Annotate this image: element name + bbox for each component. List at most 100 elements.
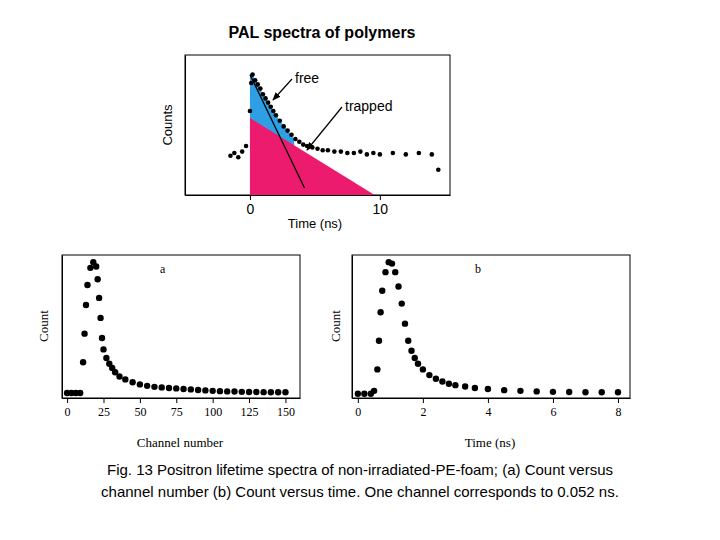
data-point xyxy=(289,133,294,138)
x-axis-title: Time (ns) xyxy=(288,216,342,231)
figure: 010PAL spectra of polymersTime (ns)Count… xyxy=(0,0,720,540)
tick: 50 xyxy=(134,398,146,419)
data-point xyxy=(408,348,414,354)
area xyxy=(250,118,375,195)
data-point xyxy=(151,384,157,390)
data-point xyxy=(446,381,452,387)
data-point xyxy=(231,388,237,394)
data-point xyxy=(249,81,254,86)
tick-label: 10 xyxy=(373,201,389,217)
data-point xyxy=(137,381,143,387)
data-point xyxy=(377,309,383,315)
plot-area xyxy=(64,259,289,396)
x-axis: 0 10 xyxy=(186,195,451,217)
data-point xyxy=(599,389,605,395)
tick: 0 xyxy=(247,195,255,217)
data-point xyxy=(430,152,435,157)
tick-mark xyxy=(176,398,177,403)
x-axis: 0 2 4 6 8 xyxy=(353,398,631,419)
data-point xyxy=(224,388,230,394)
data-point xyxy=(166,385,172,391)
tick-label: 50 xyxy=(134,405,146,419)
data-point xyxy=(352,151,357,156)
plot-frame xyxy=(352,255,630,398)
data-point xyxy=(129,379,135,385)
chart-panel: 02468Time (ns)Countb xyxy=(328,255,631,450)
data-point xyxy=(582,389,588,395)
data-point xyxy=(261,92,266,97)
tick-mark xyxy=(140,398,141,403)
data-point xyxy=(433,375,439,381)
data-point xyxy=(402,320,408,326)
data-point xyxy=(122,376,128,382)
data-point xyxy=(271,109,276,114)
y-axis xyxy=(62,256,63,399)
tick-mark xyxy=(285,398,286,403)
annotation-arrow xyxy=(307,107,342,150)
data-point xyxy=(365,152,370,157)
tick: 4 xyxy=(485,398,491,419)
y-axis xyxy=(352,256,353,399)
data-point xyxy=(248,109,253,114)
tick-mark xyxy=(250,195,251,200)
data-point xyxy=(501,387,507,393)
data-point xyxy=(405,338,411,344)
axis-line xyxy=(62,256,63,399)
tick-mark xyxy=(213,398,214,403)
caption: channel number (b) Count versus time. On… xyxy=(101,483,619,500)
data-point xyxy=(462,383,468,389)
tick-label: 100 xyxy=(204,405,222,419)
data-point xyxy=(268,105,273,110)
data-point xyxy=(217,388,223,394)
data-point xyxy=(260,389,266,395)
data-point xyxy=(188,386,194,392)
data-point xyxy=(255,82,260,87)
axis-line xyxy=(352,256,353,399)
tick-label: 0 xyxy=(65,405,71,419)
data-point xyxy=(144,383,150,389)
data-point xyxy=(412,355,418,361)
tick-mark xyxy=(358,398,359,403)
tick-mark xyxy=(249,398,250,403)
data-point xyxy=(395,283,401,289)
data-point xyxy=(332,149,337,154)
data-point xyxy=(202,387,208,393)
data-point xyxy=(417,151,422,156)
x-axis: 0255075100125150 xyxy=(63,398,301,419)
annotation: b xyxy=(475,262,481,276)
data-point xyxy=(517,388,523,394)
data-point xyxy=(452,382,458,388)
tick-label: 150 xyxy=(277,405,295,419)
data-point xyxy=(392,269,398,275)
data-point xyxy=(382,269,388,275)
tick-label: 2 xyxy=(420,405,426,419)
tick: 2 xyxy=(420,398,426,419)
data-point xyxy=(404,152,409,157)
data-point xyxy=(263,96,268,101)
tick-mark xyxy=(67,398,68,403)
data-point xyxy=(246,389,252,395)
tick-mark xyxy=(618,398,619,403)
data-point xyxy=(550,389,556,395)
data-point xyxy=(426,372,432,378)
data-point xyxy=(339,149,344,154)
tick-label: 125 xyxy=(241,405,259,419)
y-axis xyxy=(185,56,186,196)
data-point xyxy=(236,155,241,160)
tick: 8 xyxy=(615,398,621,419)
tick: 6 xyxy=(550,398,556,419)
data-point xyxy=(391,151,396,156)
data-point xyxy=(345,151,350,156)
data-point xyxy=(81,330,87,336)
data-point xyxy=(371,151,376,156)
data-point xyxy=(281,124,286,129)
data-point xyxy=(96,295,102,301)
data-point xyxy=(100,346,106,352)
tick: 0 xyxy=(355,398,361,419)
tick-mark xyxy=(380,195,381,200)
data-point xyxy=(439,378,445,384)
data-point xyxy=(278,119,283,124)
data-point xyxy=(258,86,263,91)
tick-label: 0 xyxy=(355,405,361,419)
tick: 25 xyxy=(98,398,110,419)
